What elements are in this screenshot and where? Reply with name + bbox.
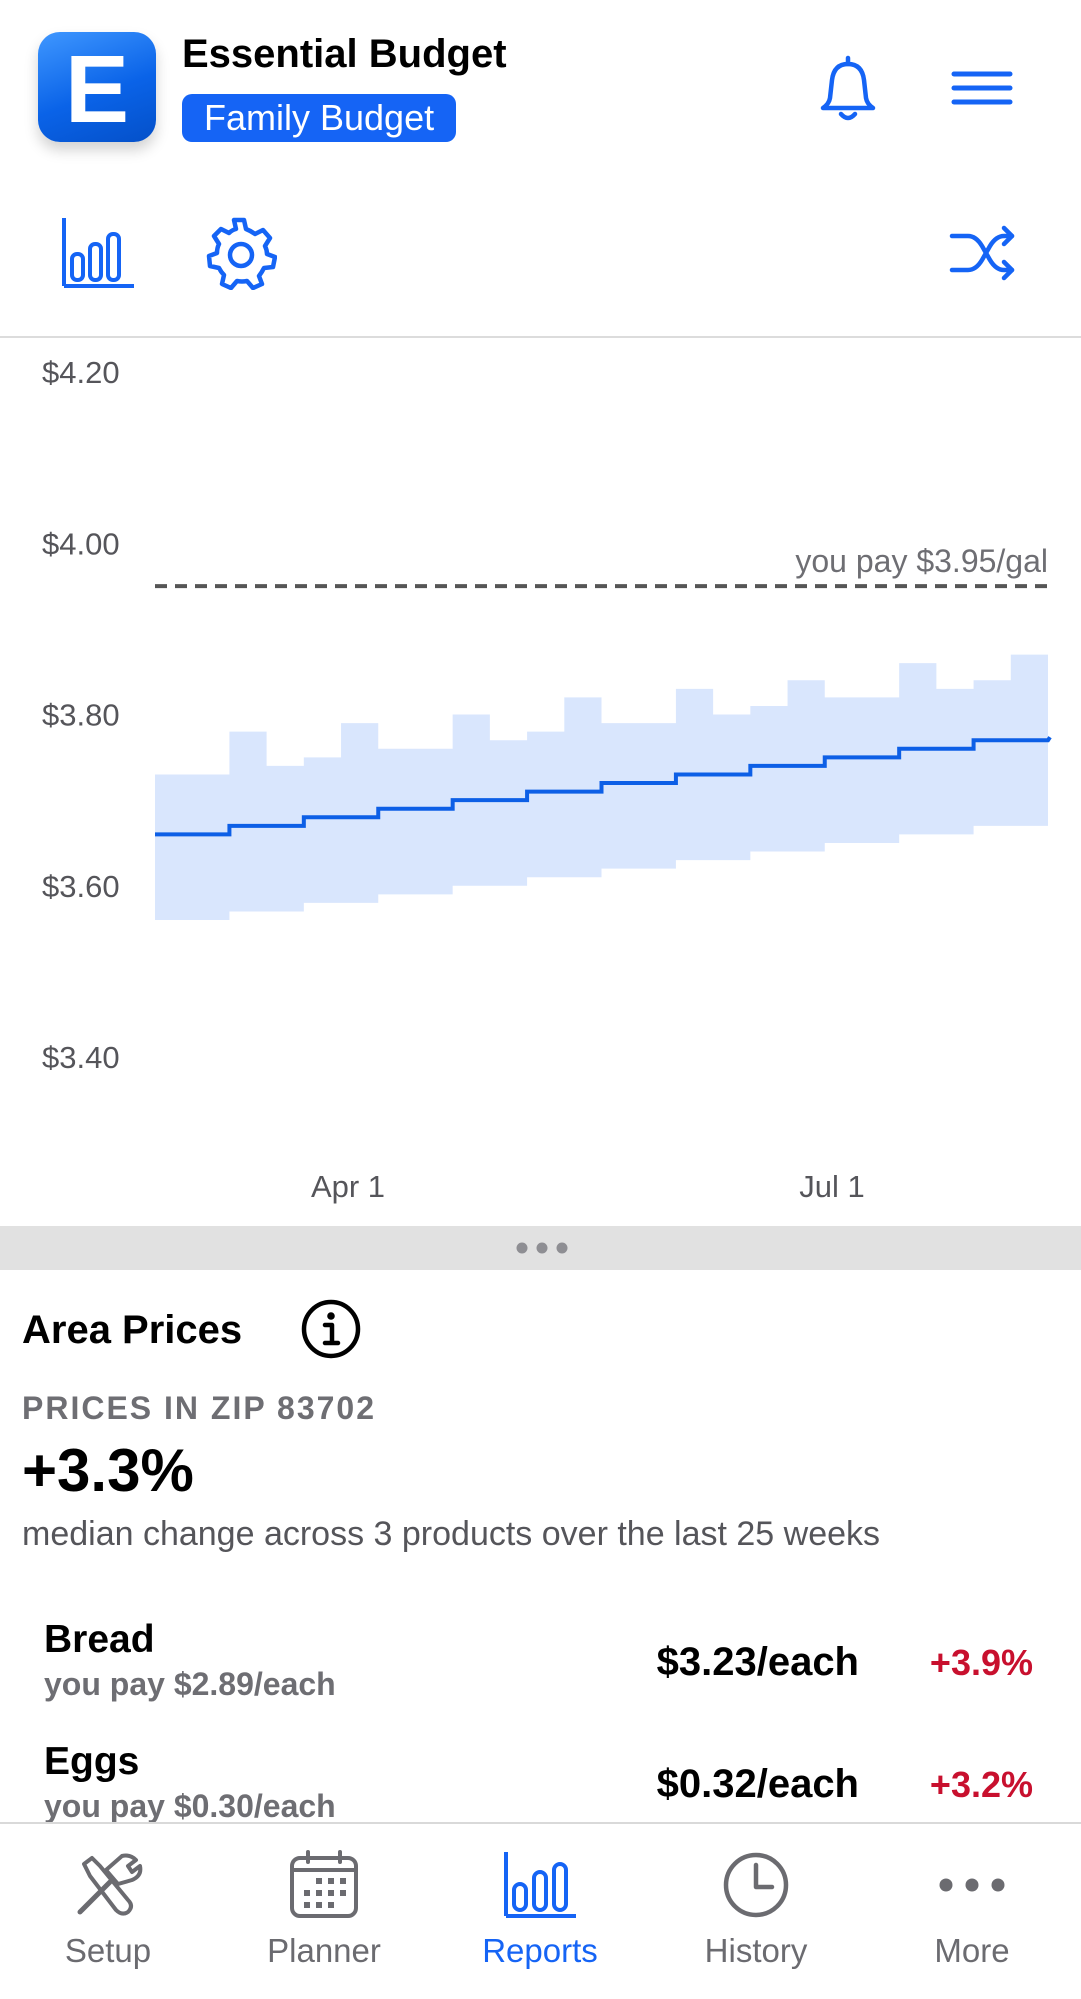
budget-selector[interactable]: Family Budget bbox=[182, 94, 457, 142]
product-you-pay: you pay $2.89/each bbox=[44, 1666, 336, 1702]
price-chart-svg: you pay $3.95/gal $4.20 $4.00 $3.80 $3.60 $3.… bbox=[42, 355, 1052, 1204]
median-change-description: median change across 3 products over the… bbox=[22, 1515, 881, 1553]
y-tick-label: $4.20 bbox=[42, 355, 120, 390]
info-icon[interactable] bbox=[299, 1297, 363, 1361]
product-price-change: +3.9% bbox=[929, 1642, 1033, 1683]
tab-planner[interactable]: Planner bbox=[216, 1824, 432, 1999]
median-price-line bbox=[155, 736, 1052, 837]
y-tick-label: $4.00 bbox=[42, 526, 120, 561]
tab-label: Planner bbox=[267, 1932, 381, 1969]
app-header: E Essential Budget Family Budget bbox=[0, 0, 1081, 170]
ellipsis-handle-icon bbox=[516, 1242, 568, 1254]
product-name: Bread bbox=[44, 1618, 155, 1661]
calendar-icon bbox=[290, 1850, 358, 1918]
svg-text:E: E bbox=[65, 36, 129, 142]
y-tick-label: $3.40 bbox=[42, 1040, 120, 1075]
you-pay-reference-label: you pay $3.95/gal bbox=[795, 543, 1048, 579]
y-tick-label: $3.60 bbox=[42, 869, 120, 904]
hamburger-menu-icon[interactable] bbox=[944, 58, 1016, 118]
product-price-change: +3.2% bbox=[929, 1764, 1033, 1805]
app-logo: E bbox=[38, 32, 156, 142]
tab-label: Setup bbox=[64, 1932, 152, 1969]
tab-history[interactable]: History bbox=[648, 1824, 864, 1999]
y-tick-label: $3.80 bbox=[42, 698, 120, 733]
product-area-price: $3.23/each bbox=[656, 1640, 859, 1684]
tab-label: Reports bbox=[482, 1932, 598, 1969]
product-row-eggs[interactable]: Eggs you pay $0.30/each $0.32/each +3.2% bbox=[0, 1740, 1081, 1850]
tools-icon bbox=[77, 1853, 143, 1916]
median-change-value: +3.3% bbox=[22, 1437, 194, 1504]
product-name: Eggs bbox=[44, 1740, 140, 1783]
bar-chart-icon[interactable] bbox=[58, 212, 138, 292]
bar-chart-icon bbox=[504, 1852, 576, 1918]
logo-letter-e: E bbox=[65, 36, 129, 142]
bell-icon[interactable] bbox=[812, 54, 884, 126]
product-area-price: $0.32/each bbox=[656, 1762, 859, 1806]
clock-icon bbox=[723, 1852, 789, 1918]
tab-reports[interactable]: Reports bbox=[432, 1824, 648, 1999]
gear-icon[interactable] bbox=[201, 214, 278, 291]
tab-label: History bbox=[704, 1932, 808, 1969]
product-row-bread[interactable]: Bread you pay $2.89/each $3.23/each +3.9… bbox=[0, 1618, 1081, 1728]
tab-label: More bbox=[934, 1932, 1010, 1969]
tab-bar: Setup Planner Reports bbox=[0, 1822, 1081, 1999]
resize-handle[interactable] bbox=[0, 1226, 1081, 1270]
app-title: Essential Budget bbox=[182, 32, 507, 76]
zip-label: PRICES IN ZIP 83702 bbox=[22, 1390, 376, 1426]
ellipsis-icon bbox=[939, 1878, 1005, 1892]
price-chart: you pay $3.95/gal $4.20 $4.00 $3.80 $3.60 $3.… bbox=[0, 340, 1081, 1225]
x-tick-label: Jul 1 bbox=[799, 1169, 864, 1204]
x-tick-label: Apr 1 bbox=[311, 1169, 385, 1204]
report-toolbar bbox=[0, 190, 1081, 338]
area-prices-title: Area Prices bbox=[22, 1308, 243, 1352]
tab-setup[interactable]: Setup bbox=[0, 1824, 216, 1999]
shuffle-icon[interactable] bbox=[946, 220, 1018, 284]
product-you-pay: you pay $0.30/each bbox=[44, 1788, 336, 1824]
tab-more[interactable]: More bbox=[864, 1824, 1080, 1999]
